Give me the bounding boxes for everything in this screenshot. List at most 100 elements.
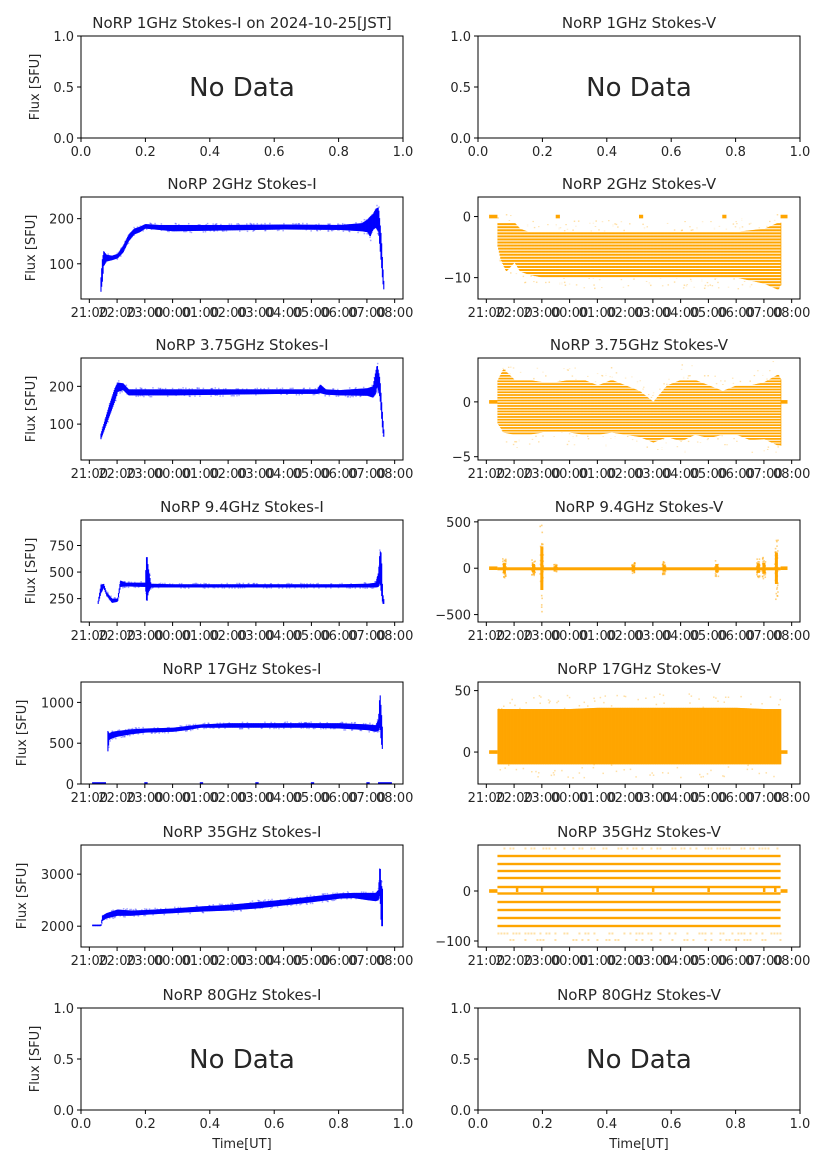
data-column bbox=[219, 224, 221, 231]
data-column bbox=[527, 709, 529, 765]
data-column bbox=[217, 723, 219, 728]
data-point bbox=[757, 370, 759, 372]
data-point bbox=[129, 908, 131, 911]
data-column bbox=[619, 231, 621, 278]
data-column bbox=[500, 374, 502, 429]
data-column bbox=[274, 723, 276, 728]
data-point bbox=[363, 582, 366, 584]
data-column bbox=[528, 709, 530, 765]
data-column bbox=[262, 901, 264, 908]
subplot-p2ghz-i: NoRP 2GHz Stokes-I21:0022:0023:0000:0001… bbox=[24, 175, 413, 321]
data-column bbox=[229, 224, 231, 231]
data-column bbox=[587, 708, 589, 765]
data-point bbox=[652, 774, 655, 776]
data-point bbox=[218, 903, 221, 905]
data-column bbox=[258, 723, 260, 728]
data-column bbox=[321, 386, 323, 394]
data-column bbox=[367, 724, 369, 731]
data-column bbox=[118, 730, 120, 737]
data-column bbox=[248, 584, 250, 588]
data-column bbox=[657, 231, 659, 278]
data-column bbox=[351, 223, 353, 231]
data-column bbox=[172, 727, 174, 732]
data-point bbox=[273, 722, 276, 724]
data-column bbox=[642, 231, 644, 278]
data-column bbox=[580, 231, 582, 278]
data-column bbox=[264, 224, 266, 230]
data-column bbox=[292, 389, 294, 394]
data-column bbox=[104, 914, 106, 920]
x-tick-label: 03:00 bbox=[634, 629, 671, 644]
data-column bbox=[270, 224, 272, 230]
data-column bbox=[269, 389, 271, 395]
data-column bbox=[153, 583, 155, 588]
data-column bbox=[736, 231, 738, 278]
data-column bbox=[142, 728, 144, 733]
data-column bbox=[237, 904, 239, 910]
data-point bbox=[143, 908, 146, 910]
data-point bbox=[186, 729, 188, 732]
data-column bbox=[241, 723, 243, 728]
data-column bbox=[342, 584, 344, 588]
data-point bbox=[311, 902, 314, 905]
data-column bbox=[116, 254, 118, 259]
data-column bbox=[608, 231, 610, 278]
data-column bbox=[563, 231, 565, 278]
data-column bbox=[241, 903, 243, 910]
data-point bbox=[535, 281, 538, 284]
data-column bbox=[302, 723, 304, 728]
data-column bbox=[697, 707, 699, 765]
data-column bbox=[347, 584, 349, 588]
data-column bbox=[187, 224, 189, 232]
data-column bbox=[637, 707, 639, 765]
data-point bbox=[757, 575, 759, 578]
quantization-gap bbox=[497, 434, 781, 436]
data-column bbox=[324, 723, 326, 729]
data-column bbox=[332, 723, 334, 729]
data-column bbox=[309, 389, 311, 394]
data-point bbox=[143, 395, 145, 398]
data-column bbox=[719, 707, 721, 765]
quantization-gap bbox=[497, 271, 781, 273]
x-tick-label: 07:00 bbox=[348, 467, 385, 482]
data-column bbox=[281, 584, 283, 588]
data-column bbox=[152, 728, 154, 733]
data-column bbox=[700, 231, 702, 278]
data-column bbox=[136, 910, 138, 916]
data-column bbox=[521, 709, 524, 765]
data-point bbox=[271, 906, 273, 909]
data-column bbox=[107, 730, 109, 752]
data-column bbox=[124, 582, 127, 587]
data-point bbox=[540, 606, 543, 608]
data-point bbox=[538, 772, 540, 774]
data-point bbox=[222, 388, 225, 390]
data-point bbox=[547, 224, 549, 226]
data-column bbox=[124, 242, 126, 250]
data-column bbox=[178, 726, 180, 732]
data-column bbox=[229, 723, 231, 728]
data-point bbox=[175, 223, 177, 225]
data-column bbox=[688, 231, 690, 278]
data-column bbox=[127, 582, 129, 587]
data-point bbox=[776, 586, 779, 589]
data-point bbox=[371, 587, 373, 589]
data-column bbox=[190, 584, 192, 588]
data-column bbox=[728, 231, 730, 278]
data-point bbox=[662, 571, 665, 573]
data-column bbox=[216, 905, 218, 911]
quantization-gap bbox=[497, 292, 781, 294]
data-column bbox=[193, 725, 195, 729]
data-column bbox=[103, 252, 106, 265]
data-column bbox=[262, 901, 265, 908]
data-column bbox=[368, 583, 370, 588]
data-point bbox=[127, 581, 130, 583]
data-column bbox=[251, 723, 253, 728]
data-column bbox=[371, 724, 374, 732]
data-column bbox=[615, 707, 617, 765]
data-point bbox=[514, 704, 516, 707]
data-point bbox=[749, 380, 751, 382]
data-column bbox=[307, 896, 309, 903]
data-column bbox=[344, 584, 346, 588]
data-column bbox=[192, 725, 194, 730]
data-column bbox=[685, 707, 687, 765]
